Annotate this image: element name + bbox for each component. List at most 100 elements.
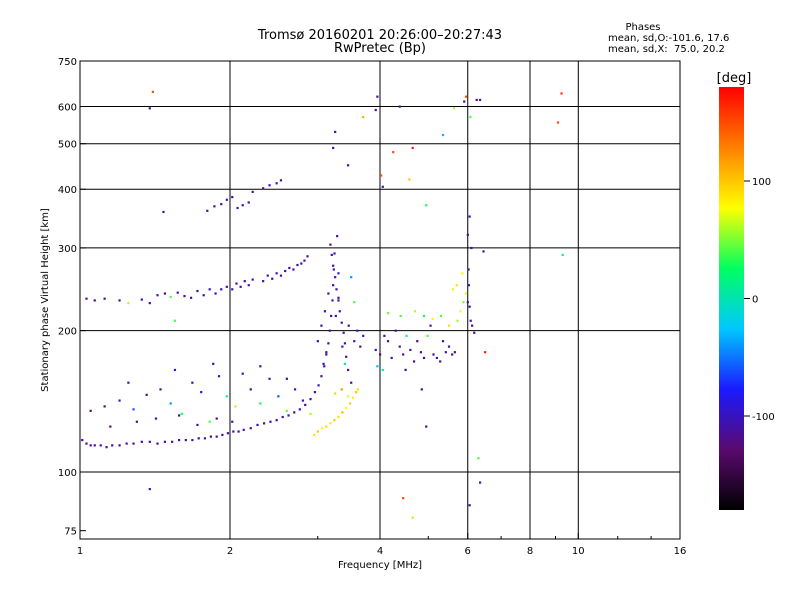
data-point [93, 444, 96, 447]
data-point [154, 417, 158, 420]
data-point [477, 457, 480, 460]
data-point [125, 442, 128, 445]
data-point [350, 381, 353, 384]
data-point [225, 285, 228, 288]
colorbar: [deg] 100 0 -100 [717, 71, 775, 510]
colorbar-tick-label: 100 [752, 177, 771, 188]
y-axis-ticks: 75 100 200 300 400 500 600 750 [58, 57, 86, 538]
data-point [322, 362, 325, 365]
data-point [89, 409, 92, 412]
data-point [197, 437, 200, 440]
data-point [343, 342, 347, 345]
data-point [337, 299, 340, 302]
data-point [332, 268, 335, 271]
data-point [468, 305, 471, 308]
data-point [262, 187, 265, 190]
data-point [323, 365, 326, 368]
data-point [439, 314, 443, 318]
data-point [288, 266, 291, 270]
data-point [470, 246, 473, 250]
data-point [331, 299, 334, 302]
data-point [281, 415, 284, 419]
data-point [242, 428, 245, 431]
data-point [208, 420, 211, 423]
data-point [464, 292, 468, 295]
data-point [429, 324, 432, 327]
data-point [348, 402, 352, 405]
data-point [99, 444, 102, 447]
data-point [284, 269, 287, 273]
data-point [231, 288, 234, 291]
x-axis-label: Frequency [MHz] [338, 560, 422, 571]
data-point [249, 427, 252, 430]
data-point [455, 284, 458, 287]
data-point [345, 406, 348, 409]
data-point [471, 324, 474, 327]
colorbar-tick-label: -100 [752, 412, 775, 423]
data-point [292, 268, 295, 271]
data-point [402, 497, 405, 500]
x-tick-label: 4 [377, 546, 383, 557]
data-point [200, 391, 203, 394]
data-point [376, 365, 379, 368]
data-point [441, 133, 445, 137]
data-point [473, 331, 476, 334]
data-point [148, 301, 151, 305]
data-point [463, 100, 466, 103]
data-point [334, 276, 337, 279]
data-point [118, 299, 121, 302]
data-point [475, 98, 478, 102]
data-point [225, 395, 228, 398]
data-point [402, 353, 405, 356]
data-point [271, 277, 274, 280]
x-tick-label: 8 [527, 546, 533, 557]
data-point [422, 356, 426, 360]
data-point [346, 395, 350, 398]
data-point [328, 329, 331, 332]
y-tick-label: 600 [58, 103, 77, 114]
data-point [451, 288, 455, 291]
data-point [404, 368, 407, 372]
data-point [177, 438, 181, 442]
data-point [225, 198, 228, 201]
y-tick-label: 300 [58, 244, 77, 255]
data-point [156, 294, 159, 297]
data-point [306, 255, 309, 258]
data-point [235, 282, 238, 285]
data-point [266, 274, 269, 277]
data-point [247, 284, 250, 287]
data-point [405, 334, 408, 337]
y-tick-label: 200 [58, 327, 77, 338]
data-point [386, 340, 390, 343]
data-point [425, 204, 428, 207]
data-point [313, 391, 317, 394]
data-point [217, 375, 221, 378]
y-tick-label: 750 [58, 57, 77, 68]
data-point [466, 301, 469, 304]
colorbar-gradient [719, 87, 744, 510]
data-point [118, 399, 121, 402]
x-tick-label: 10 [572, 546, 585, 557]
data-point [202, 294, 205, 297]
data-point [163, 440, 167, 443]
data-point [226, 432, 230, 435]
data-point [135, 420, 138, 423]
data-point [231, 420, 234, 423]
grid-layer [80, 61, 680, 539]
data-point [162, 210, 165, 214]
data-point [177, 414, 181, 417]
data-point [163, 292, 167, 295]
data-point [140, 440, 143, 443]
data-point [379, 353, 382, 356]
data-point [337, 272, 340, 275]
chart-title: Tromsø 20160201 20:26:00–20:27:43 [257, 28, 503, 43]
data-point [343, 362, 347, 365]
data-point [196, 289, 199, 293]
data-point [439, 360, 442, 363]
data-point [259, 365, 262, 368]
scatter-points [81, 90, 564, 519]
data-point [456, 319, 459, 322]
data-point [189, 296, 193, 299]
data-point [381, 368, 384, 372]
data-point [321, 427, 324, 430]
